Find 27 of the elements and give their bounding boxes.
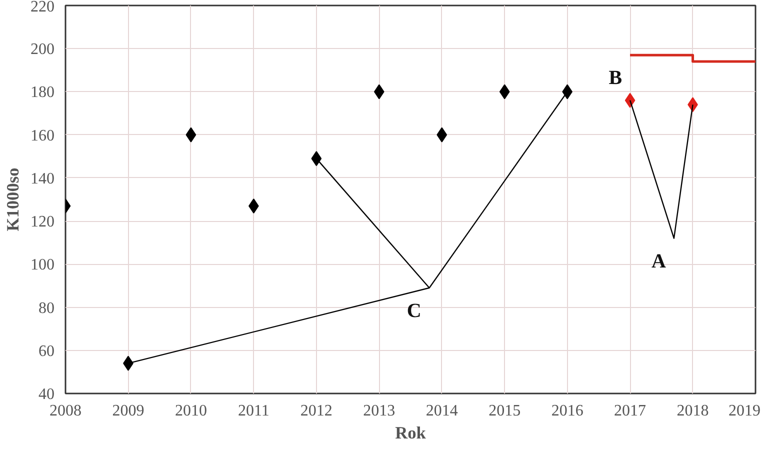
x-axis-title: Rok (395, 424, 426, 442)
y-tick-label: 200 (30, 41, 54, 58)
y-tick-label: 100 (30, 256, 54, 274)
y-tick-label: 120 (30, 214, 54, 231)
y-tick-label: 220 (30, 0, 54, 16)
x-tick-label: 2017 (614, 402, 646, 420)
y-axis-title: K1000so (4, 168, 22, 232)
x-tick-label: 2016 (551, 402, 584, 420)
x-tick-label: 2012 (300, 402, 332, 420)
x-tick-label: 2011 (238, 402, 270, 420)
x-tick-label: 2014 (426, 402, 458, 420)
annotation: B (608, 67, 622, 90)
y-tick-label: 60 (38, 342, 54, 360)
y-tick-label: 40 (38, 386, 54, 403)
x-tick-label: 2013 (363, 402, 396, 420)
y-tick-label: 80 (38, 300, 54, 317)
x-tick-label: 2010 (174, 402, 207, 420)
y-tick-label: 140 (30, 170, 54, 188)
annotation: C (406, 300, 422, 322)
y-tick-label: 160 (30, 127, 54, 144)
x-tick-label: 2009 (112, 402, 144, 420)
x-tick-label: 2019 (728, 402, 760, 420)
y-tick-label: 180 (30, 84, 54, 102)
annotation: A (652, 250, 667, 272)
x-tick-label: 2008 (50, 402, 82, 420)
x-tick-label: 2015 (488, 402, 521, 420)
x-tick-label: 2018 (676, 402, 709, 420)
